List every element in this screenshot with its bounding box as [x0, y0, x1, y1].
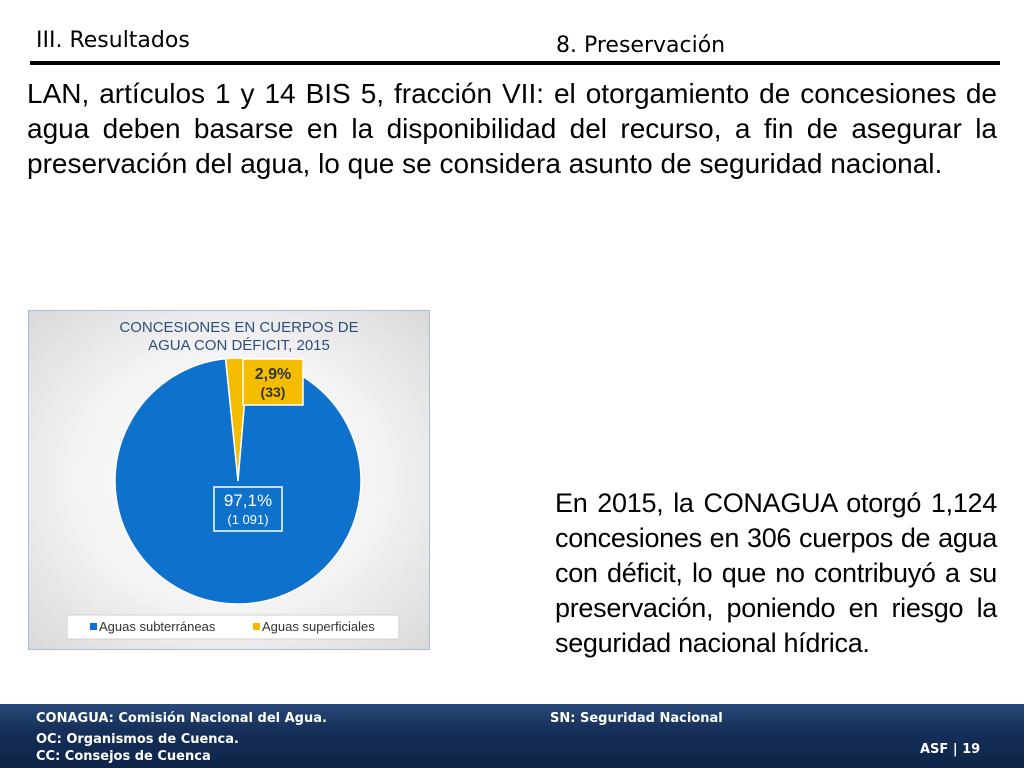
intro-paragraph: LAN, artículos 1 y 14 BIS 5, fracción VI… [27, 78, 997, 179]
label-box-superficiales [242, 358, 304, 406]
footer-conagua: CONAGUA: Comisión Nacional del Agua. [36, 711, 327, 726]
legend-box [66, 614, 400, 640]
legend-label-superficiales: Aguas superficiales [262, 619, 375, 634]
footer-bar: CONAGUA: Comisión Nacional del Agua. SN:… [0, 704, 1024, 768]
legend-swatch-subterraneas [90, 623, 97, 630]
footer-cc: CC: Consejos de Cuenca [36, 749, 211, 764]
legend-swatch-superficiales [253, 623, 260, 630]
percent-label-superficiales: 2,9% [255, 366, 291, 383]
footer-oc: OC: Organismos de Cuenca. [36, 732, 239, 747]
chart-title-line1: CONCESIONES EN CUERPOS DE [119, 319, 358, 336]
chart-title-line2: AGUA CON DÉFICIT, 2015 [148, 337, 330, 354]
count-label-superficiales: (33) [261, 384, 286, 400]
pie-chart-canvas: CONCESIONES EN CUERPOS DE AGUA CON DÉFIC… [66, 319, 400, 640]
percent-label-subterraneas: 97,1% [224, 491, 272, 510]
count-label-subterraneas: (1 091) [227, 512, 268, 527]
slice-label-superficiales: 2,9% (33) [242, 358, 304, 406]
footer-page-number: ASF | 19 [920, 742, 981, 757]
slice-label-subterraneas: 97,1% (1 091) [213, 486, 283, 532]
pie-slice-subterraneas [114, 357, 362, 605]
finding-paragraph: En 2015, la CONAGUA otorgó 1,124 concesi… [555, 488, 997, 658]
header-divider [30, 61, 1000, 65]
footer-sn: SN: Seguridad Nacional [550, 711, 723, 726]
pie-slices [114, 357, 362, 605]
topic-title: 8. Preservación [556, 33, 726, 58]
pie-chart: CONCESIONES EN CUERPOS DE AGUA CON DÉFIC… [28, 310, 430, 650]
chart-legend: Aguas subterráneas Aguas superficiales [66, 614, 400, 640]
legend-label-subterraneas: Aguas subterráneas [99, 619, 216, 634]
label-box-subterraneas [213, 486, 283, 532]
section-title: III. Resultados [36, 28, 190, 53]
